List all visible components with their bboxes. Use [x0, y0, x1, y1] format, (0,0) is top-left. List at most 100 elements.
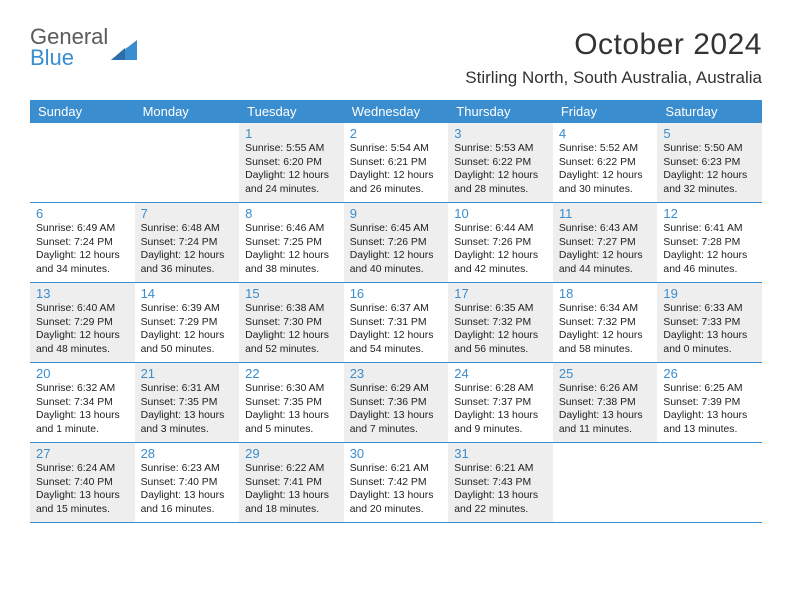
page-title: October 2024	[465, 28, 762, 62]
daylight-text: Daylight: 12 hours and 40 minutes.	[350, 249, 443, 276]
day-number: 17	[454, 286, 547, 301]
day-info: Sunrise: 5:54 AMSunset: 6:21 PMDaylight:…	[350, 142, 443, 196]
day-info: Sunrise: 6:45 AMSunset: 7:26 PMDaylight:…	[350, 222, 443, 276]
header: General Blue October 2024 Stirling North…	[30, 28, 762, 88]
calendar-day-cell	[30, 123, 135, 202]
daylight-text: Daylight: 12 hours and 32 minutes.	[663, 169, 756, 196]
calendar-day-cell: 17Sunrise: 6:35 AMSunset: 7:32 PMDayligh…	[448, 283, 553, 362]
sunset-text: Sunset: 7:35 PM	[141, 396, 234, 410]
daylight-text: Daylight: 13 hours and 1 minute.	[36, 409, 129, 436]
day-number: 10	[454, 206, 547, 221]
sunset-text: Sunset: 7:25 PM	[245, 236, 338, 250]
sunset-text: Sunset: 7:37 PM	[454, 396, 547, 410]
day-info: Sunrise: 6:33 AMSunset: 7:33 PMDaylight:…	[663, 302, 756, 356]
day-number: 29	[245, 446, 338, 461]
calendar-header-cell: Friday	[553, 100, 658, 123]
daylight-text: Daylight: 12 hours and 36 minutes.	[141, 249, 234, 276]
sunrise-text: Sunrise: 6:33 AM	[663, 302, 756, 316]
sunset-text: Sunset: 7:26 PM	[350, 236, 443, 250]
daylight-text: Daylight: 13 hours and 0 minutes.	[663, 329, 756, 356]
calendar-day-cell: 16Sunrise: 6:37 AMSunset: 7:31 PMDayligh…	[344, 283, 449, 362]
calendar-day-cell: 15Sunrise: 6:38 AMSunset: 7:30 PMDayligh…	[239, 283, 344, 362]
daylight-text: Daylight: 12 hours and 26 minutes.	[350, 169, 443, 196]
calendar-header-cell: Tuesday	[239, 100, 344, 123]
day-info: Sunrise: 6:28 AMSunset: 7:37 PMDaylight:…	[454, 382, 547, 436]
calendar-day-cell: 2Sunrise: 5:54 AMSunset: 6:21 PMDaylight…	[344, 123, 449, 202]
triangle-icon	[111, 38, 137, 60]
calendar-week-row: 20Sunrise: 6:32 AMSunset: 7:34 PMDayligh…	[30, 363, 762, 443]
day-number: 16	[350, 286, 443, 301]
sunrise-text: Sunrise: 6:25 AM	[663, 382, 756, 396]
daylight-text: Daylight: 12 hours and 28 minutes.	[454, 169, 547, 196]
day-number: 30	[350, 446, 443, 461]
calendar-day-cell: 3Sunrise: 5:53 AMSunset: 6:22 PMDaylight…	[448, 123, 553, 202]
day-info: Sunrise: 6:26 AMSunset: 7:38 PMDaylight:…	[559, 382, 652, 436]
day-number: 4	[559, 126, 652, 141]
sunrise-text: Sunrise: 5:53 AM	[454, 142, 547, 156]
day-number: 8	[245, 206, 338, 221]
daylight-text: Daylight: 12 hours and 58 minutes.	[559, 329, 652, 356]
sunset-text: Sunset: 7:34 PM	[36, 396, 129, 410]
day-info: Sunrise: 6:29 AMSunset: 7:36 PMDaylight:…	[350, 382, 443, 436]
daylight-text: Daylight: 13 hours and 13 minutes.	[663, 409, 756, 436]
daylight-text: Daylight: 13 hours and 20 minutes.	[350, 489, 443, 516]
logo: General Blue	[30, 28, 137, 70]
daylight-text: Daylight: 12 hours and 42 minutes.	[454, 249, 547, 276]
sunrise-text: Sunrise: 6:29 AM	[350, 382, 443, 396]
sunrise-text: Sunrise: 6:34 AM	[559, 302, 652, 316]
calendar-header-cell: Sunday	[30, 100, 135, 123]
calendar-day-cell: 29Sunrise: 6:22 AMSunset: 7:41 PMDayligh…	[239, 443, 344, 522]
sunrise-text: Sunrise: 6:35 AM	[454, 302, 547, 316]
day-number: 24	[454, 366, 547, 381]
day-number: 21	[141, 366, 234, 381]
sunset-text: Sunset: 7:31 PM	[350, 316, 443, 330]
day-info: Sunrise: 6:23 AMSunset: 7:40 PMDaylight:…	[141, 462, 234, 516]
sunrise-text: Sunrise: 6:24 AM	[36, 462, 129, 476]
sunrise-text: Sunrise: 6:32 AM	[36, 382, 129, 396]
sunset-text: Sunset: 7:28 PM	[663, 236, 756, 250]
sunrise-text: Sunrise: 6:40 AM	[36, 302, 129, 316]
sunrise-text: Sunrise: 6:23 AM	[141, 462, 234, 476]
sunset-text: Sunset: 7:27 PM	[559, 236, 652, 250]
day-info: Sunrise: 6:37 AMSunset: 7:31 PMDaylight:…	[350, 302, 443, 356]
calendar-day-cell: 22Sunrise: 6:30 AMSunset: 7:35 PMDayligh…	[239, 363, 344, 442]
logo-text-blue: Blue	[30, 45, 74, 70]
day-info: Sunrise: 6:30 AMSunset: 7:35 PMDaylight:…	[245, 382, 338, 436]
calendar-week-row: 13Sunrise: 6:40 AMSunset: 7:29 PMDayligh…	[30, 283, 762, 363]
calendar: SundayMondayTuesdayWednesdayThursdayFrid…	[30, 100, 762, 523]
sunset-text: Sunset: 7:33 PM	[663, 316, 756, 330]
calendar-day-cell: 19Sunrise: 6:33 AMSunset: 7:33 PMDayligh…	[657, 283, 762, 362]
sunset-text: Sunset: 7:35 PM	[245, 396, 338, 410]
sunrise-text: Sunrise: 6:48 AM	[141, 222, 234, 236]
calendar-day-cell: 9Sunrise: 6:45 AMSunset: 7:26 PMDaylight…	[344, 203, 449, 282]
calendar-header-cell: Monday	[135, 100, 240, 123]
calendar-day-cell: 28Sunrise: 6:23 AMSunset: 7:40 PMDayligh…	[135, 443, 240, 522]
sunrise-text: Sunrise: 6:38 AM	[245, 302, 338, 316]
daylight-text: Daylight: 12 hours and 46 minutes.	[663, 249, 756, 276]
sunrise-text: Sunrise: 6:22 AM	[245, 462, 338, 476]
daylight-text: Daylight: 12 hours and 38 minutes.	[245, 249, 338, 276]
day-info: Sunrise: 6:32 AMSunset: 7:34 PMDaylight:…	[36, 382, 129, 436]
calendar-header-cell: Saturday	[657, 100, 762, 123]
day-number: 12	[663, 206, 756, 221]
day-number: 7	[141, 206, 234, 221]
sunrise-text: Sunrise: 5:52 AM	[559, 142, 652, 156]
calendar-header-row: SundayMondayTuesdayWednesdayThursdayFrid…	[30, 100, 762, 123]
day-number: 31	[454, 446, 547, 461]
sunset-text: Sunset: 6:20 PM	[245, 156, 338, 170]
calendar-day-cell: 18Sunrise: 6:34 AMSunset: 7:32 PMDayligh…	[553, 283, 658, 362]
day-number: 15	[245, 286, 338, 301]
daylight-text: Daylight: 12 hours and 54 minutes.	[350, 329, 443, 356]
day-number: 2	[350, 126, 443, 141]
calendar-day-cell: 23Sunrise: 6:29 AMSunset: 7:36 PMDayligh…	[344, 363, 449, 442]
day-number: 27	[36, 446, 129, 461]
day-number: 18	[559, 286, 652, 301]
day-number: 5	[663, 126, 756, 141]
calendar-day-cell: 12Sunrise: 6:41 AMSunset: 7:28 PMDayligh…	[657, 203, 762, 282]
sunset-text: Sunset: 6:22 PM	[454, 156, 547, 170]
daylight-text: Daylight: 13 hours and 16 minutes.	[141, 489, 234, 516]
sunrise-text: Sunrise: 6:21 AM	[350, 462, 443, 476]
day-info: Sunrise: 6:49 AMSunset: 7:24 PMDaylight:…	[36, 222, 129, 276]
day-info: Sunrise: 5:55 AMSunset: 6:20 PMDaylight:…	[245, 142, 338, 196]
sunset-text: Sunset: 7:43 PM	[454, 476, 547, 490]
